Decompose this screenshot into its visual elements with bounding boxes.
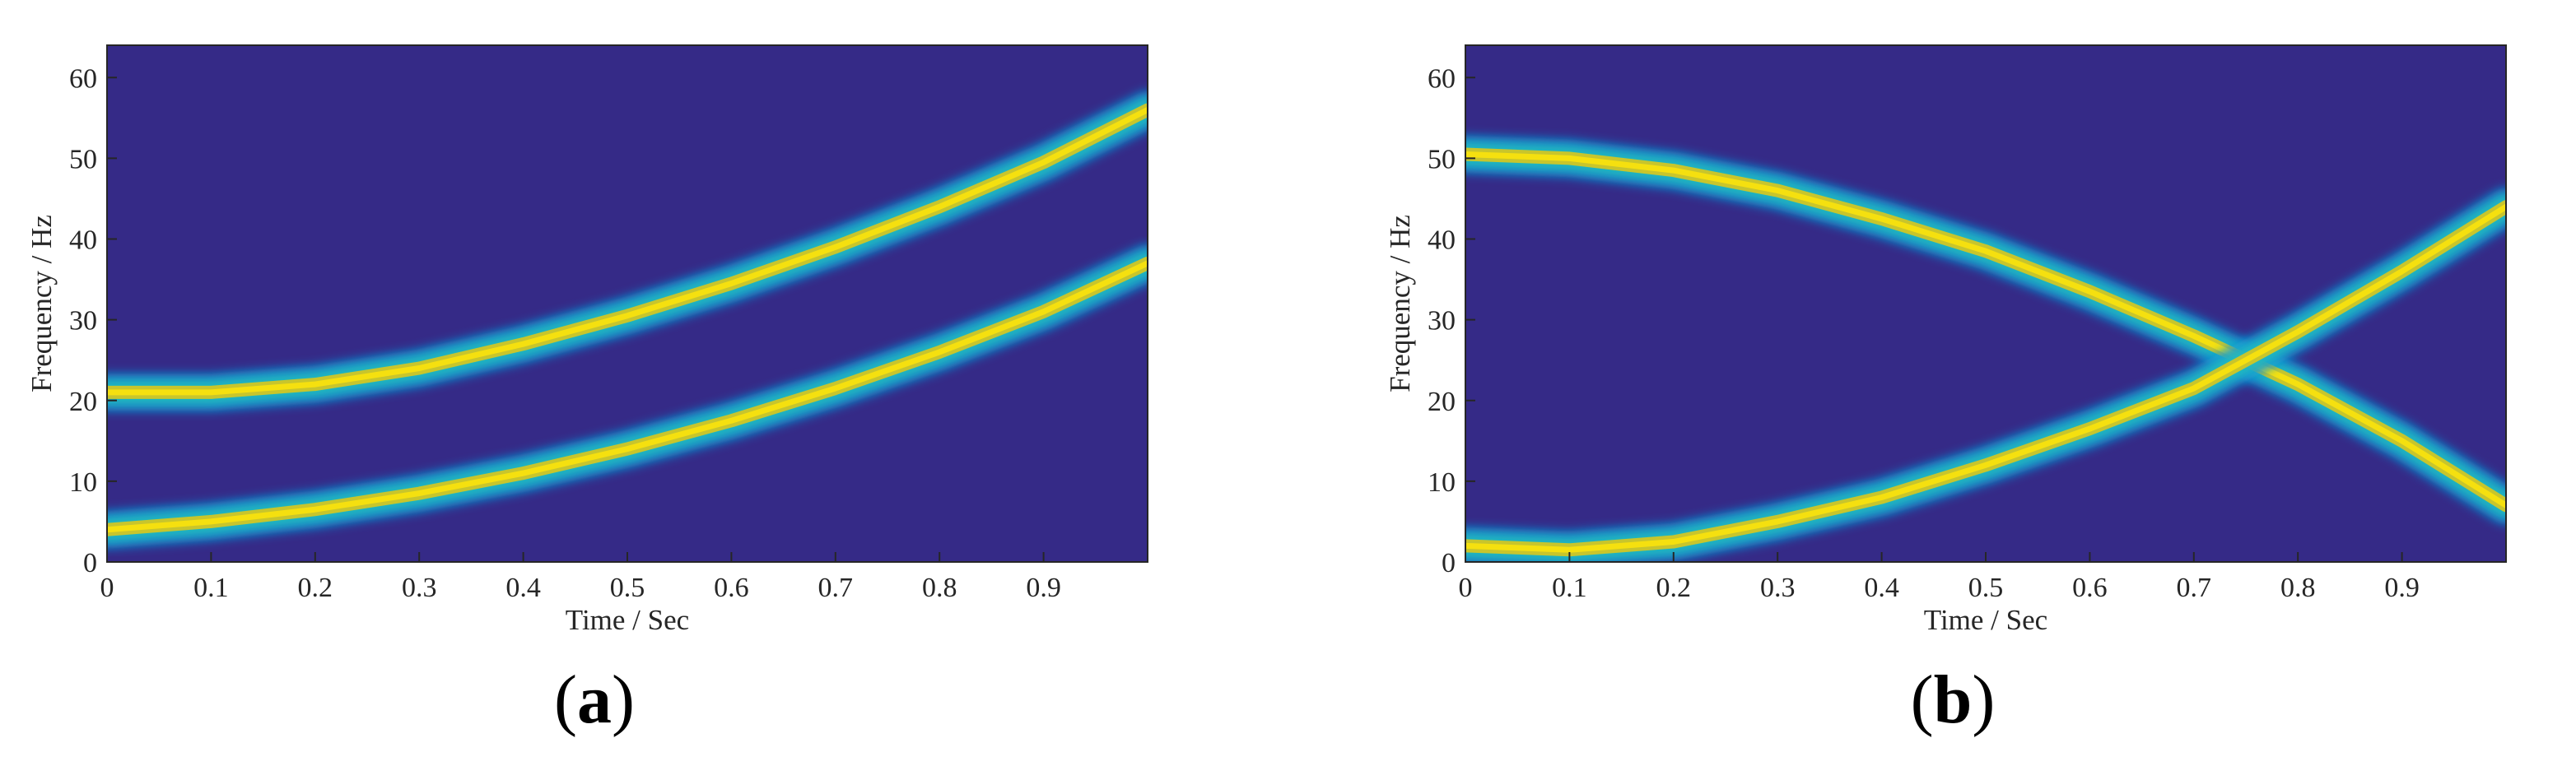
chart-b-x-tick-label: 0.4 — [1864, 573, 1899, 603]
chart-a-y-axis-label: Frequency / Hz — [26, 215, 58, 392]
chart-b-ridges — [1465, 135, 2506, 562]
chart-a-x-axis-label: Time / Sec — [566, 604, 689, 636]
chart-a-x-tick-label: 0.9 — [1026, 573, 1061, 603]
chart-a-x-tick-label: 0 — [100, 573, 114, 603]
panel-b: 0 0.1 0.2 0.3 0.4 0.5 0.6 0.7 0.8 0.9 0 10 20 30 40 50 6… — [1358, 0, 2576, 766]
chart-a-x-tick-label: 0.7 — [818, 573, 854, 603]
chart-b-x-axis-label: Time / Sec — [1924, 604, 2047, 636]
chart-a-y-tick-label: 40 — [69, 225, 97, 256]
chart-a-x-tick-label: 0.6 — [714, 573, 749, 603]
chart-b-y-tick-label: 20 — [1428, 387, 1456, 417]
chart-a-x-tick-label: 0.1 — [193, 573, 229, 603]
chart-b-x-tick-label: 0.8 — [2280, 573, 2316, 603]
chart-b-x-tick-label: 0.5 — [1968, 573, 2004, 603]
chart-a-ridges — [107, 91, 1148, 549]
chart-b-y-tick-label: 50 — [1428, 144, 1456, 174]
chart-b-y-axis-label: Frequency / Hz — [1384, 215, 1416, 392]
chart-a-x-tick-label: 0.5 — [610, 573, 645, 603]
chart-b-series-1-ridge-layer-4 — [1465, 151, 2506, 508]
spectrogram-chart-b: 0 0.1 0.2 0.3 0.4 0.5 0.6 0.7 0.8 0.9 0 10 20 30 40 50 6… — [1384, 44, 2507, 738]
chart-b-x-tick-label: 0.6 — [2072, 573, 2108, 603]
chart-b-x-tick-label: 0.1 — [1552, 573, 1587, 603]
chart-b-x-tick-label: 0 — [1459, 573, 1473, 603]
chart-a-y-tick-label: 30 — [69, 306, 97, 337]
chart-b-y-tick-label: 0 — [1442, 548, 1456, 578]
chart-b-x-tick-label: 0.3 — [1760, 573, 1796, 603]
chart-a-x-tick-label: 0.2 — [298, 573, 333, 603]
chart-a-y-tick-label: 20 — [69, 387, 97, 417]
chart-b-panel-label: (b) — [1911, 662, 1996, 738]
panel-a: 0 0.1 0.2 0.3 0.4 0.5 0.6 0.7 0.8 0.9 0 10 20 30 40 50 6… — [0, 0, 1218, 766]
chart-a-series-2-ridge-layer-4 — [107, 260, 1148, 533]
chart-b-x-tick-label: 0.2 — [1656, 573, 1692, 603]
chart-b-y-tick-label: 40 — [1428, 225, 1456, 256]
chart-a-series-1-ridge-layer-4 — [107, 107, 1148, 396]
chart-a-panel-label: (a) — [554, 662, 635, 738]
chart-a-y-tick-label: 0 — [83, 548, 97, 578]
chart-b-y-tick-label: 10 — [1428, 467, 1456, 498]
chart-b-y-tick-label: 60 — [1428, 63, 1456, 94]
chart-a-y-tick-label: 60 — [69, 63, 97, 94]
chart-a-x-tick-label: 0.8 — [922, 573, 957, 603]
chart-b-x-tick-label: 0.7 — [2177, 573, 2212, 603]
spectrogram-chart-a: 0 0.1 0.2 0.3 0.4 0.5 0.6 0.7 0.8 0.9 0 10 20 30 40 50 6… — [26, 44, 1148, 738]
chart-b-y-tick-label: 30 — [1428, 306, 1456, 337]
chart-a-x-tick-label: 0.4 — [505, 573, 541, 603]
chart-b-series-2-ridge-layer-4 — [1465, 203, 2506, 553]
chart-a-x-tick-label: 0.3 — [402, 573, 437, 603]
chart-a-y-tick-label: 10 — [69, 467, 97, 498]
chart-b-x-tick-label: 0.9 — [2384, 573, 2420, 603]
chart-a-y-tick-label: 50 — [69, 144, 97, 174]
